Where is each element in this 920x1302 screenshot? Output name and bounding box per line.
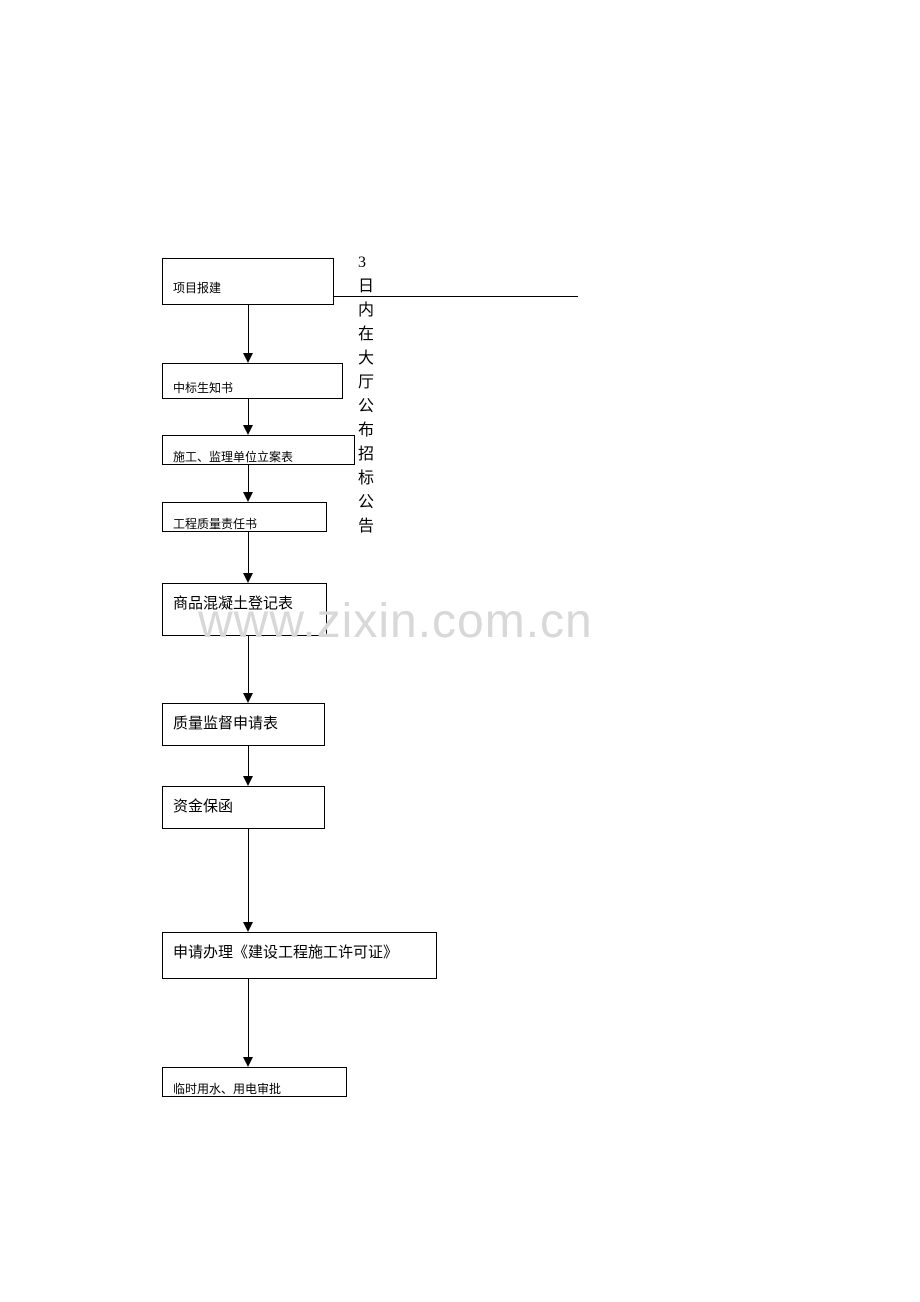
node-temp-utilities: 临时用水、用电审批 [162,1067,347,1097]
arrow-line [248,829,249,922]
arrow-line [248,532,249,573]
arrow-head [243,922,253,932]
arrow-line [248,305,249,353]
arrow-head [243,353,253,363]
node-construction-supervision: 施工、监理单位立案表 [162,435,355,465]
arrow-head [243,776,253,786]
node-label: 中标生知书 [173,379,233,396]
arrow-line [248,636,249,693]
arrow-head [243,573,253,583]
node-bid-notice: 中标生知书 [162,363,343,399]
annotation-underline [334,296,578,297]
node-quality-responsibility: 工程质量责任书 [162,502,327,532]
arrow-line [248,979,249,1057]
node-concrete-registration: 商品混凝土登记表 [162,583,327,636]
node-label: 临时用水、用电审批 [173,1080,281,1097]
arrow-head [243,693,253,703]
arrow-head [243,425,253,435]
node-label: 项目报建 [173,279,221,296]
node-quality-supervision-application: 质量监督申请表 [162,703,325,746]
arrow-head [243,1057,253,1067]
arrow-line [248,746,249,776]
arrow-line [248,399,249,425]
node-label: 商品混凝土登记表 [173,592,293,613]
node-project-report: 项目报建 [162,258,334,305]
arrow-head [243,492,253,502]
node-construction-permit: 申请办理《建设工程施工许可证》 [162,932,437,979]
node-fund-guarantee: 资金保函 [162,786,325,829]
node-label: 施工、监理单位立案表 [173,448,293,465]
node-label: 工程质量责任书 [173,515,257,532]
node-label: 申请办理《建设工程施工许可证》 [173,941,398,962]
node-label: 资金保函 [173,795,233,816]
arrow-line [248,465,249,492]
node-label: 质量监督申请表 [173,712,278,733]
